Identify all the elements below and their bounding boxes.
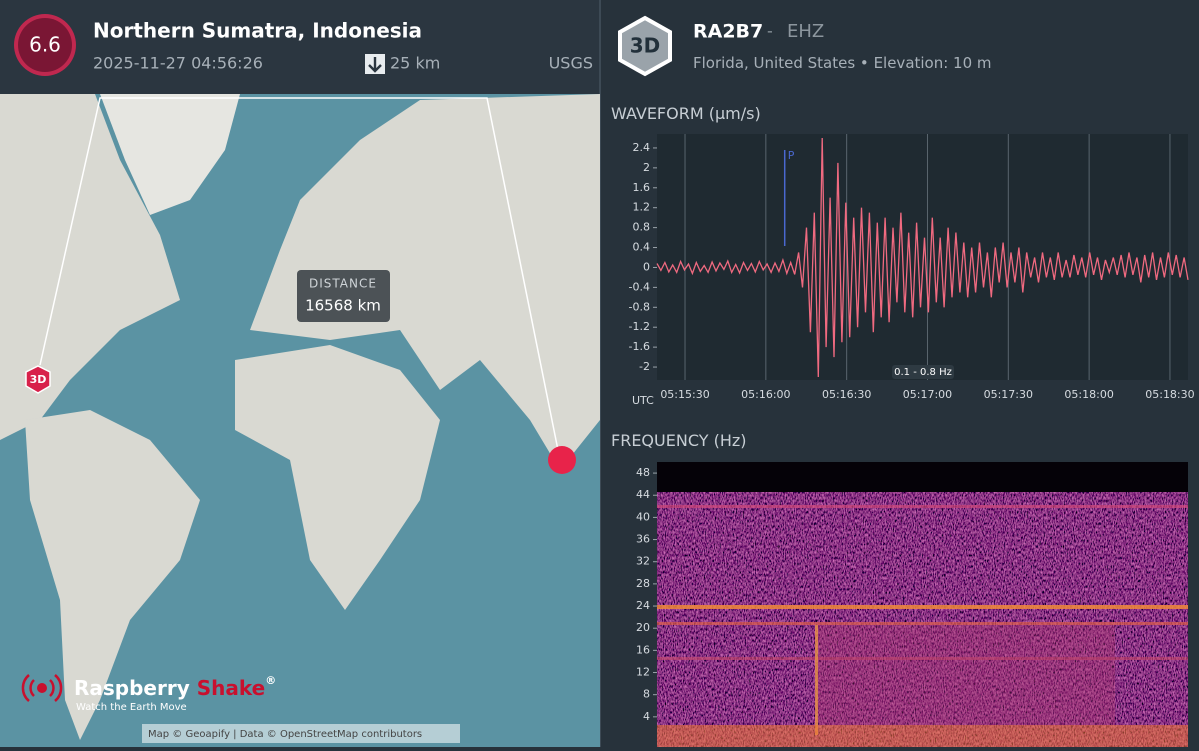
- south-america: [25, 410, 200, 740]
- y-tick-label: -1.2: [629, 320, 650, 333]
- x-tick-label: 05:17:30: [984, 388, 1033, 401]
- magnitude: 6.6: [29, 33, 61, 57]
- location: Florida, United States: [693, 54, 855, 72]
- waveform-plot: [657, 134, 1188, 380]
- y-tick-label: 2: [643, 161, 650, 174]
- greenland: [100, 94, 240, 215]
- band: [657, 622, 1188, 625]
- elevation: Elevation: 10 m: [874, 54, 992, 72]
- waveform-title: WAVEFORM (μm/s): [611, 104, 761, 123]
- station-badge-label: 3D: [630, 34, 661, 58]
- y-tick-label: 12: [636, 666, 650, 679]
- station-code: RA2B7: [693, 21, 763, 43]
- y-tick-label: 4: [643, 710, 650, 723]
- y-tick-label: 1.6: [633, 181, 651, 194]
- station-channel: EHZ: [787, 21, 824, 42]
- low-band: [657, 725, 1188, 747]
- y-tick-label: 0: [643, 260, 650, 273]
- spectrogram: [657, 462, 1188, 747]
- distance: 16568 km: [305, 297, 381, 315]
- y-tick-label: 0.4: [633, 241, 651, 254]
- event-depth: 25 km: [390, 54, 440, 73]
- x-tick-label: 05:15:30: [660, 388, 709, 401]
- y-tick-label: -0.8: [629, 300, 650, 313]
- y-tick-label: 0.8: [633, 221, 651, 234]
- great-circle: [39, 97, 561, 461]
- x-tick-label: 05:16:00: [741, 388, 790, 401]
- logo-name: Raspberry Shake®: [74, 674, 276, 700]
- map: 3D DISTANCE 16568 km Raspberry Shake® Wa…: [0, 94, 600, 747]
- event-header: [0, 0, 600, 94]
- y-tick-label: 16: [636, 643, 650, 656]
- bullet: •: [860, 54, 869, 72]
- logo-icon: [37, 683, 47, 693]
- event-source: USGS: [549, 54, 593, 73]
- station-marker: [25, 365, 51, 394]
- spectrogram-top: [657, 462, 1188, 492]
- y-tick-label: 24: [636, 599, 650, 612]
- y-tick-label: 48: [636, 466, 650, 479]
- filter-box: [892, 365, 954, 379]
- station-separator: -: [767, 22, 773, 41]
- filter-label: 0.1 - 0.8 Hz: [894, 367, 952, 378]
- event-region: Northern Sumatra, Indonesia: [93, 19, 422, 43]
- y-tick-label: 28: [636, 577, 650, 590]
- frequency-title: FREQUENCY (Hz): [611, 431, 747, 450]
- y-tick-label: 32: [636, 555, 650, 568]
- north-america: [0, 94, 180, 440]
- logo-mark: ®: [265, 674, 276, 687]
- x-tick-label: 05:17:00: [903, 388, 952, 401]
- event-onset: [815, 625, 818, 735]
- frequency-title-text: FREQUENCY: [611, 431, 709, 450]
- logo-name-1: Raspberry: [74, 676, 190, 700]
- y-tick-label: -1.6: [629, 340, 650, 353]
- distance-label: DISTANCE: [309, 277, 377, 291]
- attribution-box: [142, 724, 460, 743]
- y-tick-label: 36: [636, 533, 650, 546]
- band: [657, 657, 1188, 660]
- y-tick-label: -2: [639, 360, 650, 373]
- frequency-unit: (Hz): [714, 431, 747, 450]
- y-tick-label: 1.2: [633, 201, 651, 214]
- y-tick-label: 20: [636, 621, 650, 634]
- logo-waves: [21, 674, 63, 702]
- station-marker-label: 3D: [30, 373, 47, 386]
- epicenter: [548, 446, 576, 474]
- waveform-line: [656, 137, 1189, 378]
- x-tick-label: 05:16:30: [822, 388, 871, 401]
- y-tick-label: 44: [636, 488, 650, 501]
- y-tick-label: 8: [643, 688, 650, 701]
- event-energy: [815, 625, 1115, 725]
- waveform-title-text: WAVEFORM: [611, 104, 704, 123]
- x-tick-label: 05:18:00: [1064, 388, 1113, 401]
- y-tick-label: -0.4: [629, 280, 650, 293]
- waveform-unit: (μm/s): [709, 104, 761, 123]
- eurasia: [250, 94, 600, 470]
- spectrogram-noise: [657, 492, 1188, 747]
- station-badge: [618, 15, 672, 77]
- x-tick-label: 05:18:30: [1145, 388, 1194, 401]
- logo-tagline: Watch the Earth Move: [76, 702, 187, 713]
- p-label: P: [788, 149, 795, 162]
- depth-arrow: [368, 57, 382, 73]
- africa: [235, 345, 440, 610]
- x-axis-label: UTC: [632, 394, 654, 407]
- event-time: 2025-11-27 04:56:26: [93, 54, 263, 73]
- station-location: Florida, United States • Elevation: 10 m: [693, 54, 992, 72]
- attribution: Map © Geoapify | Data © OpenStreetMap co…: [148, 729, 422, 740]
- logo-name-2: Shake: [197, 676, 265, 700]
- band: [657, 605, 1188, 609]
- magnitude-badge: [18, 18, 72, 72]
- distance-box: [297, 270, 390, 322]
- y-tick-label: 2.4: [633, 141, 651, 154]
- band: [657, 505, 1188, 508]
- y-tick-label: 40: [636, 510, 650, 523]
